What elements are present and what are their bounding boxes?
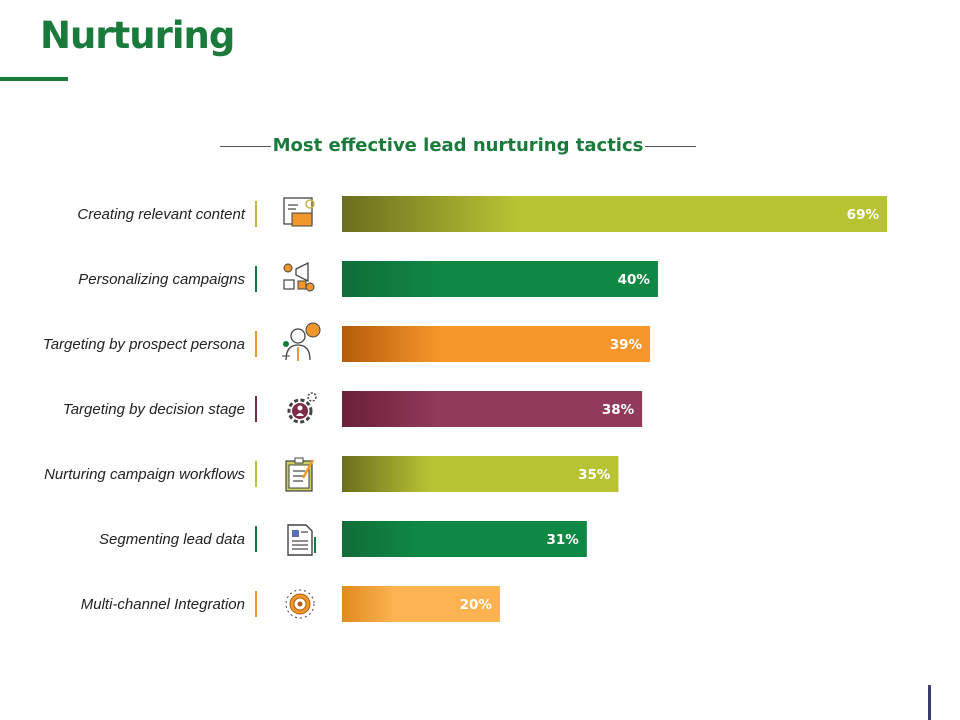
bar [342,196,887,232]
value-label: 69% [847,207,880,223]
marketing-tools-icon [283,261,315,292]
presentation-icon [283,197,315,227]
bar [342,586,500,622]
chart-title-text: Most effective lead nurturing tactics [270,135,646,156]
value-label: 39% [610,337,643,353]
chart-row: Creating relevant content 69% [77,196,887,232]
document-icon [287,524,316,556]
value-label: 20% [460,597,493,613]
chart-row: Segmenting lead data 31% [99,521,587,557]
chart-row: Targeting by decision stage 38% [63,391,643,427]
value-label: 31% [547,532,580,548]
chart-row: Nurturing campaign workflows 35% [44,456,619,492]
title-underline [0,77,68,81]
bar [342,456,619,492]
person-idea-icon [282,322,321,361]
chart-row: Multi-channel Integration 20% [81,586,500,622]
bar [342,391,643,427]
category-label: Segmenting lead data [99,531,245,548]
title-rule-right [640,146,696,147]
category-label: Targeting by decision stage [63,401,245,418]
corner-mark [928,685,931,720]
chart-row: Targeting by prospect persona 39% [43,322,651,362]
chart-title-block: Most effective lead nurturing tactics [220,132,696,160]
category-label: Multi-channel Integration [81,596,245,613]
value-label: 38% [602,402,635,418]
chart-row: Personalizing campaigns 40% [78,261,658,297]
value-label: 35% [578,467,611,483]
gear-user-icon [287,392,317,424]
bar [342,261,658,297]
category-label: Targeting by prospect persona [43,336,245,353]
category-label: Creating relevant content [77,206,245,223]
bar [342,521,587,557]
title-rule-left [220,146,280,147]
value-label: 40% [618,272,651,288]
category-label: Personalizing campaigns [78,271,245,288]
category-label: Nurturing campaign workflows [44,466,245,483]
bar [342,326,651,362]
clipboard-checklist-icon [285,457,315,492]
chart-title: Most effective lead nurturing tactics [220,135,696,156]
target-gear-icon [285,589,315,619]
page-title: Nurturing [40,14,235,57]
